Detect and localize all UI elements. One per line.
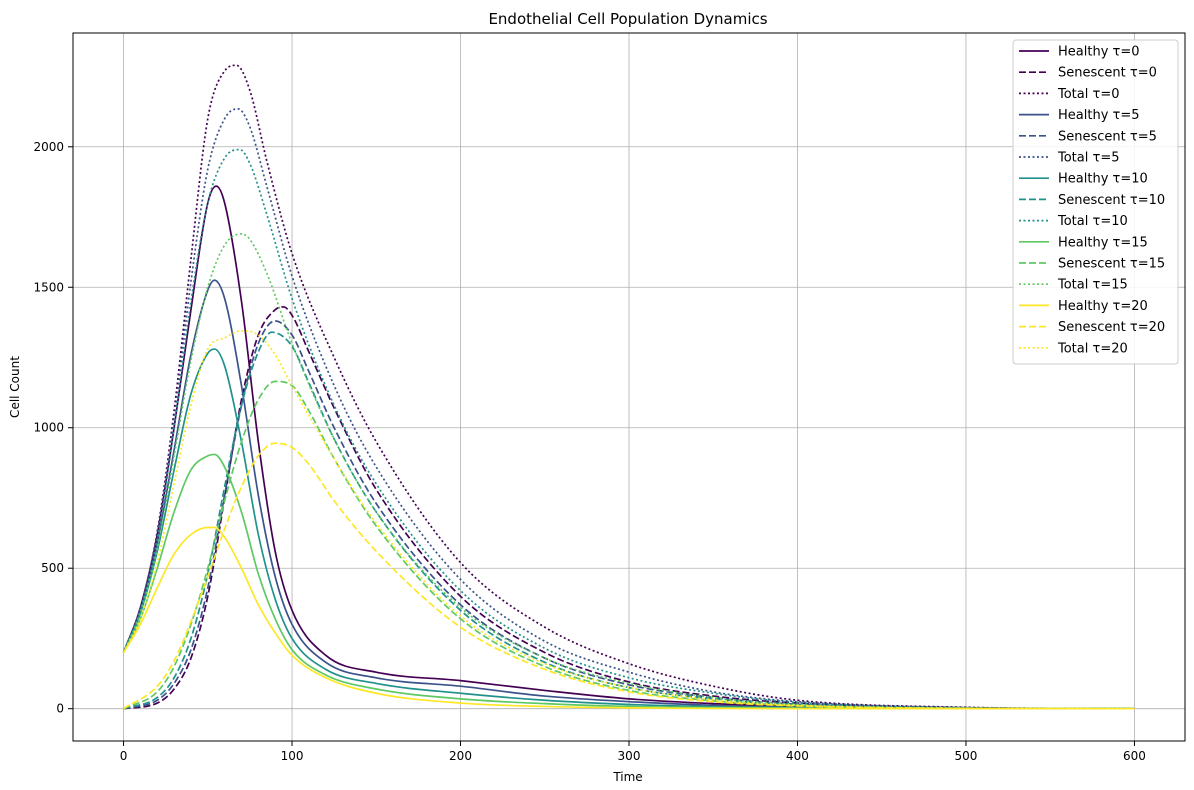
series-line-healthy-tau-20 — [122, 526, 1135, 710]
plot-area — [122, 64, 1135, 710]
legend-label-healthy-tau-20: Healthy τ=20 — [1058, 299, 1148, 314]
legend-label-healthy-tau-15: Healthy τ=15 — [1058, 235, 1148, 250]
series-line-senescent-tau-20 — [123, 442, 1135, 710]
y-tick-label: 1500 — [33, 280, 64, 294]
series-line-total-tau-0 — [122, 64, 1135, 710]
x-tick-label: 500 — [955, 749, 978, 763]
legend-label-senescent-tau-15: Senescent τ=15 — [1058, 257, 1165, 272]
x-axis-label: Time — [612, 770, 642, 784]
y-tick-label: 0 — [56, 702, 64, 716]
x-tick-label: 100 — [281, 749, 304, 763]
x-axis-ticks: 0 100 200 300 400 500 600 — [120, 741, 1146, 763]
x-tick-label: 200 — [449, 749, 472, 763]
series-line-healthy-tau-5 — [122, 279, 1135, 710]
legend-label-senescent-tau-0: Senescent τ=0 — [1058, 66, 1157, 81]
legend-label-healthy-tau-0: Healthy τ=0 — [1058, 45, 1140, 60]
legend-frame — [1012, 39, 1179, 365]
legend-label-senescent-tau-10: Senescent τ=10 — [1058, 193, 1165, 208]
x-tick-label: 600 — [1123, 749, 1146, 763]
series-line-senescent-tau-0 — [123, 306, 1135, 710]
series-line-total-tau-10 — [122, 148, 1135, 710]
legend-label-total-tau-10: Total τ=10 — [1057, 214, 1128, 229]
x-tick-label: 0 — [120, 749, 128, 763]
grid-lines — [73, 33, 1185, 741]
legend-label-senescent-tau-20: Senescent τ=20 — [1058, 320, 1165, 335]
chart-title: Endothelial Cell Population Dynamics — [488, 10, 767, 28]
series-line-total-tau-15 — [122, 233, 1135, 710]
y-tick-label: 500 — [41, 561, 64, 575]
y-tick-label: 2000 — [33, 140, 64, 154]
y-axis-ticks: 0 500 1000 1500 2000 — [33, 140, 73, 716]
legend-label-total-tau-5: Total τ=5 — [1057, 151, 1119, 166]
y-tick-label: 1000 — [33, 421, 64, 435]
legend-label-healthy-tau-10: Healthy τ=10 — [1058, 172, 1148, 187]
legend-label-healthy-tau-5: Healthy τ=5 — [1058, 108, 1140, 123]
legend-label-total-tau-0: Total τ=0 — [1057, 87, 1119, 102]
x-tick-label: 400 — [786, 749, 809, 763]
legend: Healthy τ=0 Senescent τ=0 Total τ=0 Healthy… — [1012, 39, 1179, 365]
series-line-senescent-tau-10 — [123, 331, 1135, 710]
x-tick-label: 300 — [618, 749, 641, 763]
legend-label-total-tau-20: Total τ=20 — [1057, 341, 1128, 356]
legend-label-senescent-tau-5: Senescent τ=5 — [1058, 129, 1157, 144]
series-line-total-tau-20 — [122, 329, 1135, 710]
legend-label-total-tau-15: Total τ=15 — [1057, 278, 1128, 293]
series-line-total-tau-5 — [122, 108, 1135, 710]
y-axis-label: Cell Count — [8, 356, 22, 418]
